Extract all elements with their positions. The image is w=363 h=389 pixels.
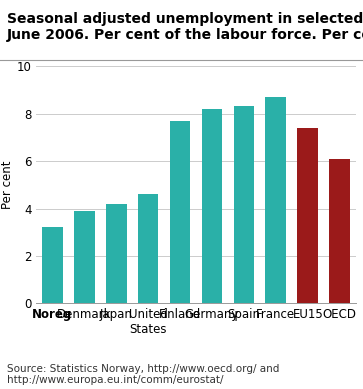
Text: Seasonal adjusted unemployment in selected countries,
June 2006. Per cent of the: Seasonal adjusted unemployment in select… xyxy=(7,12,363,42)
Bar xyxy=(42,228,63,303)
Bar xyxy=(233,107,254,303)
Bar xyxy=(170,121,191,303)
Y-axis label: Per cent: Per cent xyxy=(1,161,14,209)
Bar xyxy=(138,194,159,303)
Text: Source: Statistics Norway, http://www.oecd.org/ and
http://www.europa.eu.int/com: Source: Statistics Norway, http://www.oe… xyxy=(7,363,280,385)
Bar xyxy=(329,159,350,303)
Bar xyxy=(297,128,318,303)
Bar xyxy=(74,211,95,303)
Bar xyxy=(106,204,127,303)
Bar xyxy=(265,97,286,303)
Bar xyxy=(201,109,223,303)
